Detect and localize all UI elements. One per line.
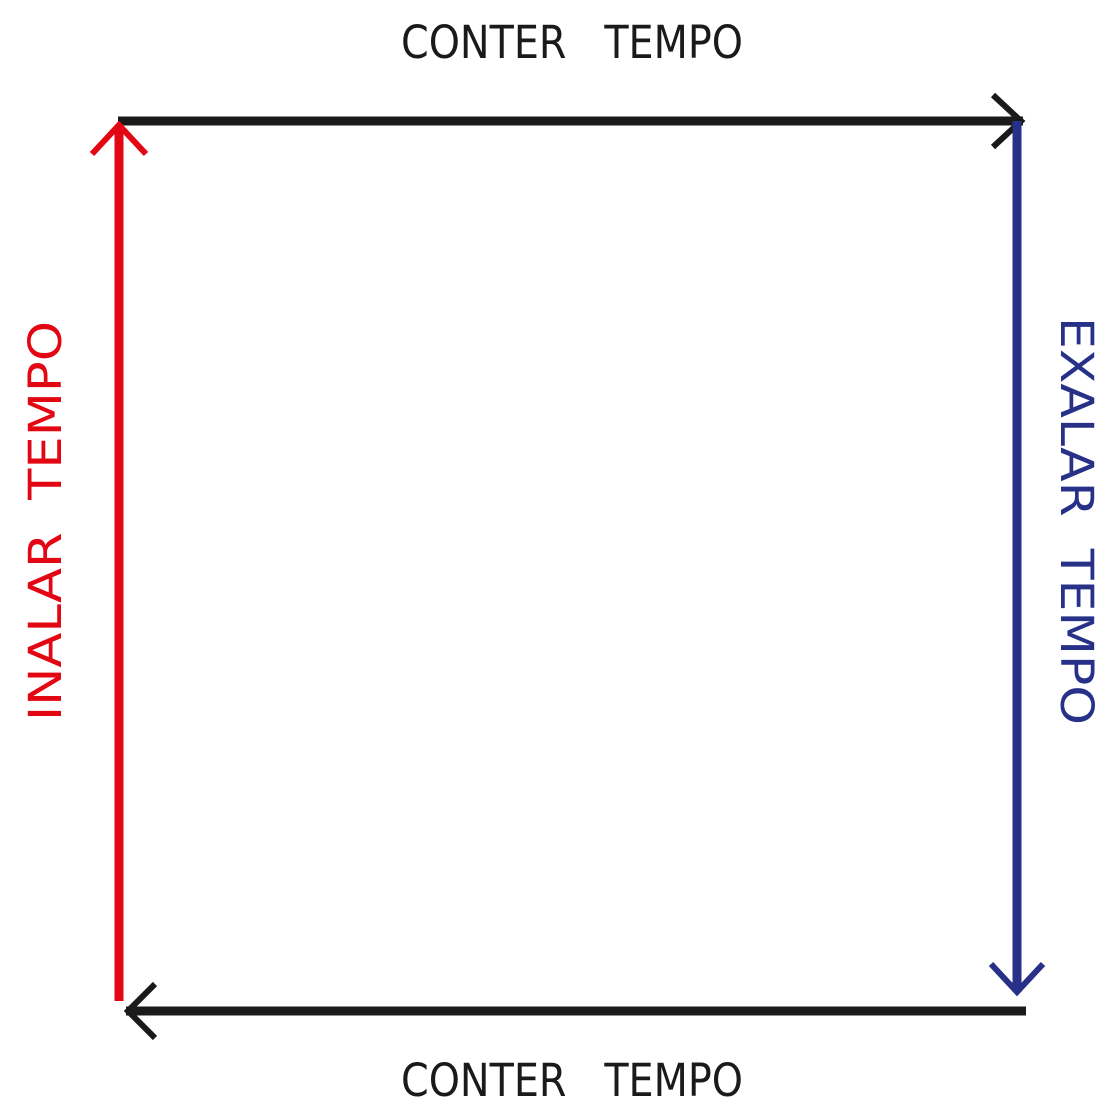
bottom-hold-arrow — [123, 981, 1026, 1041]
left-inhale-arrow — [89, 120, 149, 1001]
top-hold-arrow — [118, 92, 1026, 150]
left-inhale-label: INALAR TEMPO — [19, 321, 72, 721]
bottom-hold-label: CONTER TEMPO — [401, 1054, 743, 1107]
bottom-arrowhead-icon — [123, 981, 158, 1041]
right-arrowhead-icon — [988, 961, 1046, 997]
left-arrowhead-icon — [89, 120, 149, 157]
right-exhale-label: EXALAR TEMPO — [1050, 317, 1103, 725]
right-exhale-arrow — [988, 121, 1046, 997]
top-hold-label: CONTER TEMPO — [401, 16, 743, 69]
